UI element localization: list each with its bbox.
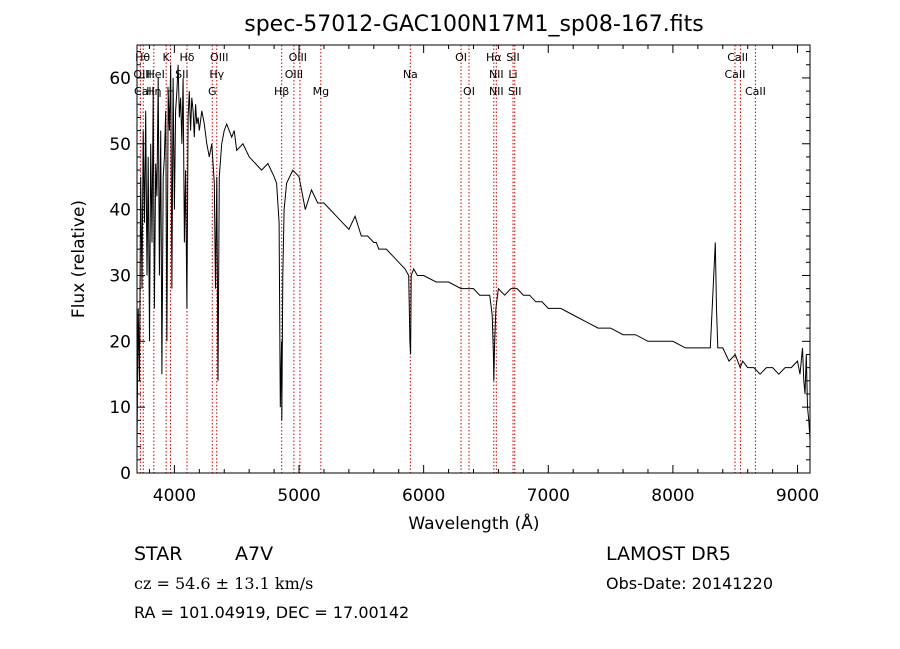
line-label-6: Hα bbox=[486, 51, 502, 64]
x-tick-label-4: 8000 bbox=[651, 486, 694, 506]
chart-title: spec-57012-GAC100N17M1_sp08-167.fits bbox=[244, 12, 704, 37]
x-tick-label-5: 9000 bbox=[776, 486, 819, 506]
line-label-15: NII bbox=[489, 68, 504, 81]
x-axis-label: Wavelength (Å) bbox=[408, 512, 539, 534]
line-label-3: OIII bbox=[210, 51, 228, 64]
survey-name: LAMOST DR5 bbox=[606, 543, 731, 565]
y-tick-label-5: 50 bbox=[109, 135, 131, 155]
redshift-velocity: cz = 54.6 ± 13.1 km/s bbox=[134, 574, 313, 593]
line-label-19: Hη bbox=[146, 85, 161, 98]
y-tick-label-0: 0 bbox=[120, 464, 131, 484]
y-axis-ticks: 0 10 20 30 40 50 60 bbox=[109, 51, 810, 484]
line-label-14: Na bbox=[403, 68, 418, 81]
line-label-8: CaII bbox=[727, 51, 748, 64]
object-class: STAR bbox=[134, 543, 182, 565]
line-label-18: CaII bbox=[134, 85, 155, 98]
y-axis-label: Flux (relative) bbox=[69, 200, 89, 318]
line-label-25: NII bbox=[489, 85, 504, 98]
line-label-21: G bbox=[208, 85, 217, 98]
line-label-5: OI bbox=[455, 51, 467, 64]
line-label-1: K bbox=[163, 51, 171, 64]
x-tick-label-0: 4000 bbox=[153, 486, 196, 506]
line-label-26: SII bbox=[508, 85, 521, 98]
y-tick-label-6: 60 bbox=[109, 69, 131, 89]
object-subclass: A7V bbox=[235, 543, 273, 565]
line-label-23: Mg bbox=[313, 85, 329, 98]
line-label-27: CaII bbox=[745, 85, 766, 98]
line-label-22: Hβ bbox=[274, 85, 289, 98]
y-tick-label-4: 40 bbox=[109, 201, 131, 221]
line-label-4: OIII bbox=[289, 51, 307, 64]
line-label-24: OI bbox=[463, 85, 475, 98]
line-label-12: Hγ bbox=[209, 68, 224, 81]
x-tick-label-1: 5000 bbox=[277, 486, 320, 506]
line-label-7: SII bbox=[506, 51, 519, 64]
x-tick-label-3: 7000 bbox=[527, 486, 570, 506]
line-label-17: CaII bbox=[725, 68, 746, 81]
y-tick-label-1: 10 bbox=[109, 398, 131, 418]
y-tick-label-2: 20 bbox=[109, 332, 131, 352]
line-label-2: Hδ bbox=[179, 51, 194, 64]
line-label-13: OIII bbox=[285, 68, 303, 81]
plot-frame bbox=[136, 44, 811, 474]
spectral-line-markers bbox=[139, 45, 756, 473]
line-label-10: HeI bbox=[147, 68, 165, 81]
x-axis-ticks: 4000 5000 6000 7000 8000 9000 bbox=[148, 45, 819, 506]
line-label-16: Li bbox=[508, 68, 517, 81]
spectrum-layer bbox=[136, 64, 811, 447]
line-label-0: Hθ bbox=[135, 51, 150, 64]
observation-date: Obs-Date: 20141220 bbox=[606, 574, 773, 593]
y-tick-label-3: 30 bbox=[109, 266, 131, 286]
spectrum-line bbox=[136, 64, 811, 447]
coordinates: RA = 101.04919, DEC = 17.00142 bbox=[134, 603, 409, 622]
x-tick-label-2: 6000 bbox=[402, 486, 445, 506]
